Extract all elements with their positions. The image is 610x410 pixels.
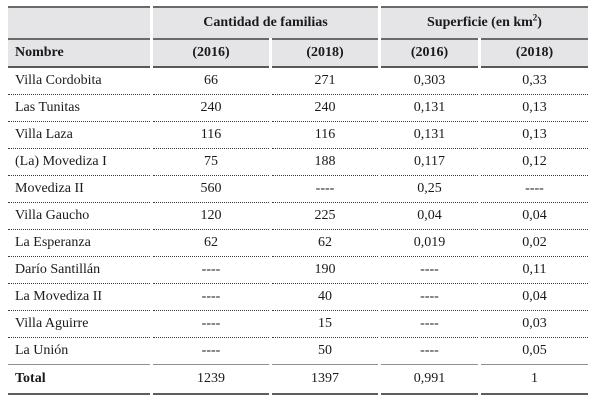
row-families-2018-cell: 116 [272, 122, 378, 149]
group-header-empty-cell [8, 6, 150, 38]
row-surface-2016-cell: ---- [381, 338, 478, 365]
total-label: Total [8, 365, 150, 395]
row-families-2018-cell: 225 [272, 203, 378, 230]
row-surface-2016-cell: 0,04 [381, 203, 478, 230]
row-families-2018-cell: 40 [272, 284, 378, 311]
row-families-2016-cell: 66 [153, 68, 269, 95]
row-surface-2018-cell: 0,05 [481, 338, 588, 365]
row-name-cell: Darío Santillán [8, 257, 150, 284]
table-row: Movediza II 560 ---- 0,25 ---- [8, 176, 588, 203]
row-families-2016-cell: ---- [153, 338, 269, 365]
table-row: Darío Santillán ---- 190 ---- 0,11 [8, 257, 588, 284]
row-families-2016-cell: 62 [153, 230, 269, 257]
row-families-2016-cell: ---- [153, 257, 269, 284]
group-header-surface-prefix: Superficie (en km [427, 15, 533, 30]
table-row: Villa Aguirre ---- 15 ---- 0,03 [8, 311, 588, 338]
column-header-name: Nombre [8, 38, 150, 68]
row-surface-2016-cell: 0,117 [381, 149, 478, 176]
row-families-2018-cell: 271 [272, 68, 378, 95]
total-surface-2018-cell: 1 [481, 365, 588, 395]
row-name-cell: La Movediza II [8, 284, 150, 311]
row-name-cell: Villa Laza [8, 122, 150, 149]
table-row: La Esperanza 62 62 0,019 0,02 [8, 230, 588, 257]
row-surface-2018-cell: 0,02 [481, 230, 588, 257]
group-header-surface: Superficie (en km2) [381, 6, 588, 38]
row-surface-2016-cell: 0,131 [381, 95, 478, 122]
row-surface-2016-cell: ---- [381, 284, 478, 311]
total-families-2016-cell: 1239 [153, 365, 269, 395]
row-families-2018-cell: ---- [272, 176, 378, 203]
table-row: (La) Movediza I 75 188 0,117 0,12 [8, 149, 588, 176]
row-name-cell: Villa Cordobita [8, 68, 150, 95]
group-header-surface-sup: 2 [532, 12, 538, 23]
total-row: Total 1239 1397 0,991 1 [8, 365, 588, 395]
table-row: Villa Gaucho 120 225 0,04 0,04 [8, 203, 588, 230]
row-name-cell: (La) Movediza I [8, 149, 150, 176]
table-row: Villa Laza 116 116 0,131 0,13 [8, 122, 588, 149]
column-header-surface-2018: (2018) [481, 38, 588, 68]
row-families-2016-cell: 116 [153, 122, 269, 149]
row-surface-2018-cell: 0,13 [481, 122, 588, 149]
row-families-2016-cell: 75 [153, 149, 269, 176]
row-name-cell: La Unión [8, 338, 150, 365]
row-surface-2016-cell: 0,131 [381, 122, 478, 149]
row-families-2016-cell: ---- [153, 284, 269, 311]
table-row: Villa Cordobita 66 271 0,303 0,33 [8, 68, 588, 95]
total-surface-2016-cell: 0,991 [381, 365, 478, 395]
row-families-2018-cell: 190 [272, 257, 378, 284]
row-name-cell: Las Tunitas [8, 95, 150, 122]
row-surface-2018-cell: ---- [481, 176, 588, 203]
row-surface-2018-cell: 0,11 [481, 257, 588, 284]
row-surface-2018-cell: 0,03 [481, 311, 588, 338]
group-header-families: Cantidad de familias [153, 6, 378, 38]
row-surface-2016-cell: 0,303 [381, 68, 478, 95]
row-surface-2016-cell: ---- [381, 311, 478, 338]
row-name-cell: Movediza II [8, 176, 150, 203]
row-families-2018-cell: 50 [272, 338, 378, 365]
column-header-families-2018: (2018) [272, 38, 378, 68]
table-footer: Total 1239 1397 0,991 1 [8, 365, 588, 395]
table-header: Cantidad de familias Superficie (en km2)… [8, 6, 588, 68]
row-surface-2018-cell: 0,12 [481, 149, 588, 176]
table-row: La Unión ---- 50 ---- 0,05 [8, 338, 588, 365]
row-surface-2018-cell: 0,13 [481, 95, 588, 122]
row-surface-2016-cell: 0,019 [381, 230, 478, 257]
column-header-surface-2016: (2016) [381, 38, 478, 68]
row-families-2016-cell: 120 [153, 203, 269, 230]
table-body: Villa Cordobita 66 271 0,303 0,33 Las Tu… [8, 68, 588, 365]
column-header-row: Nombre (2016) (2018) (2016) (2018) [8, 38, 588, 68]
row-surface-2018-cell: 0,04 [481, 284, 588, 311]
group-header-row: Cantidad de familias Superficie (en km2) [8, 6, 588, 38]
group-header-surface-suffix: ) [537, 15, 542, 30]
total-families-2018-cell: 1397 [272, 365, 378, 395]
row-families-2018-cell: 15 [272, 311, 378, 338]
row-surface-2016-cell: ---- [381, 257, 478, 284]
row-families-2018-cell: 62 [272, 230, 378, 257]
row-surface-2018-cell: 0,04 [481, 203, 588, 230]
row-surface-2016-cell: 0,25 [381, 176, 478, 203]
row-families-2016-cell: 560 [153, 176, 269, 203]
row-surface-2018-cell: 0,33 [481, 68, 588, 95]
row-families-2018-cell: 188 [272, 149, 378, 176]
column-header-families-2016: (2016) [153, 38, 269, 68]
row-families-2016-cell: 240 [153, 95, 269, 122]
row-name-cell: La Esperanza [8, 230, 150, 257]
row-families-2018-cell: 240 [272, 95, 378, 122]
row-name-cell: Villa Gaucho [8, 203, 150, 230]
row-name-cell: Villa Aguirre [8, 311, 150, 338]
settlements-table: Cantidad de familias Superficie (en km2)… [5, 6, 591, 395]
table-row: La Movediza II ---- 40 ---- 0,04 [8, 284, 588, 311]
table-row: Las Tunitas 240 240 0,131 0,13 [8, 95, 588, 122]
row-families-2016-cell: ---- [153, 311, 269, 338]
